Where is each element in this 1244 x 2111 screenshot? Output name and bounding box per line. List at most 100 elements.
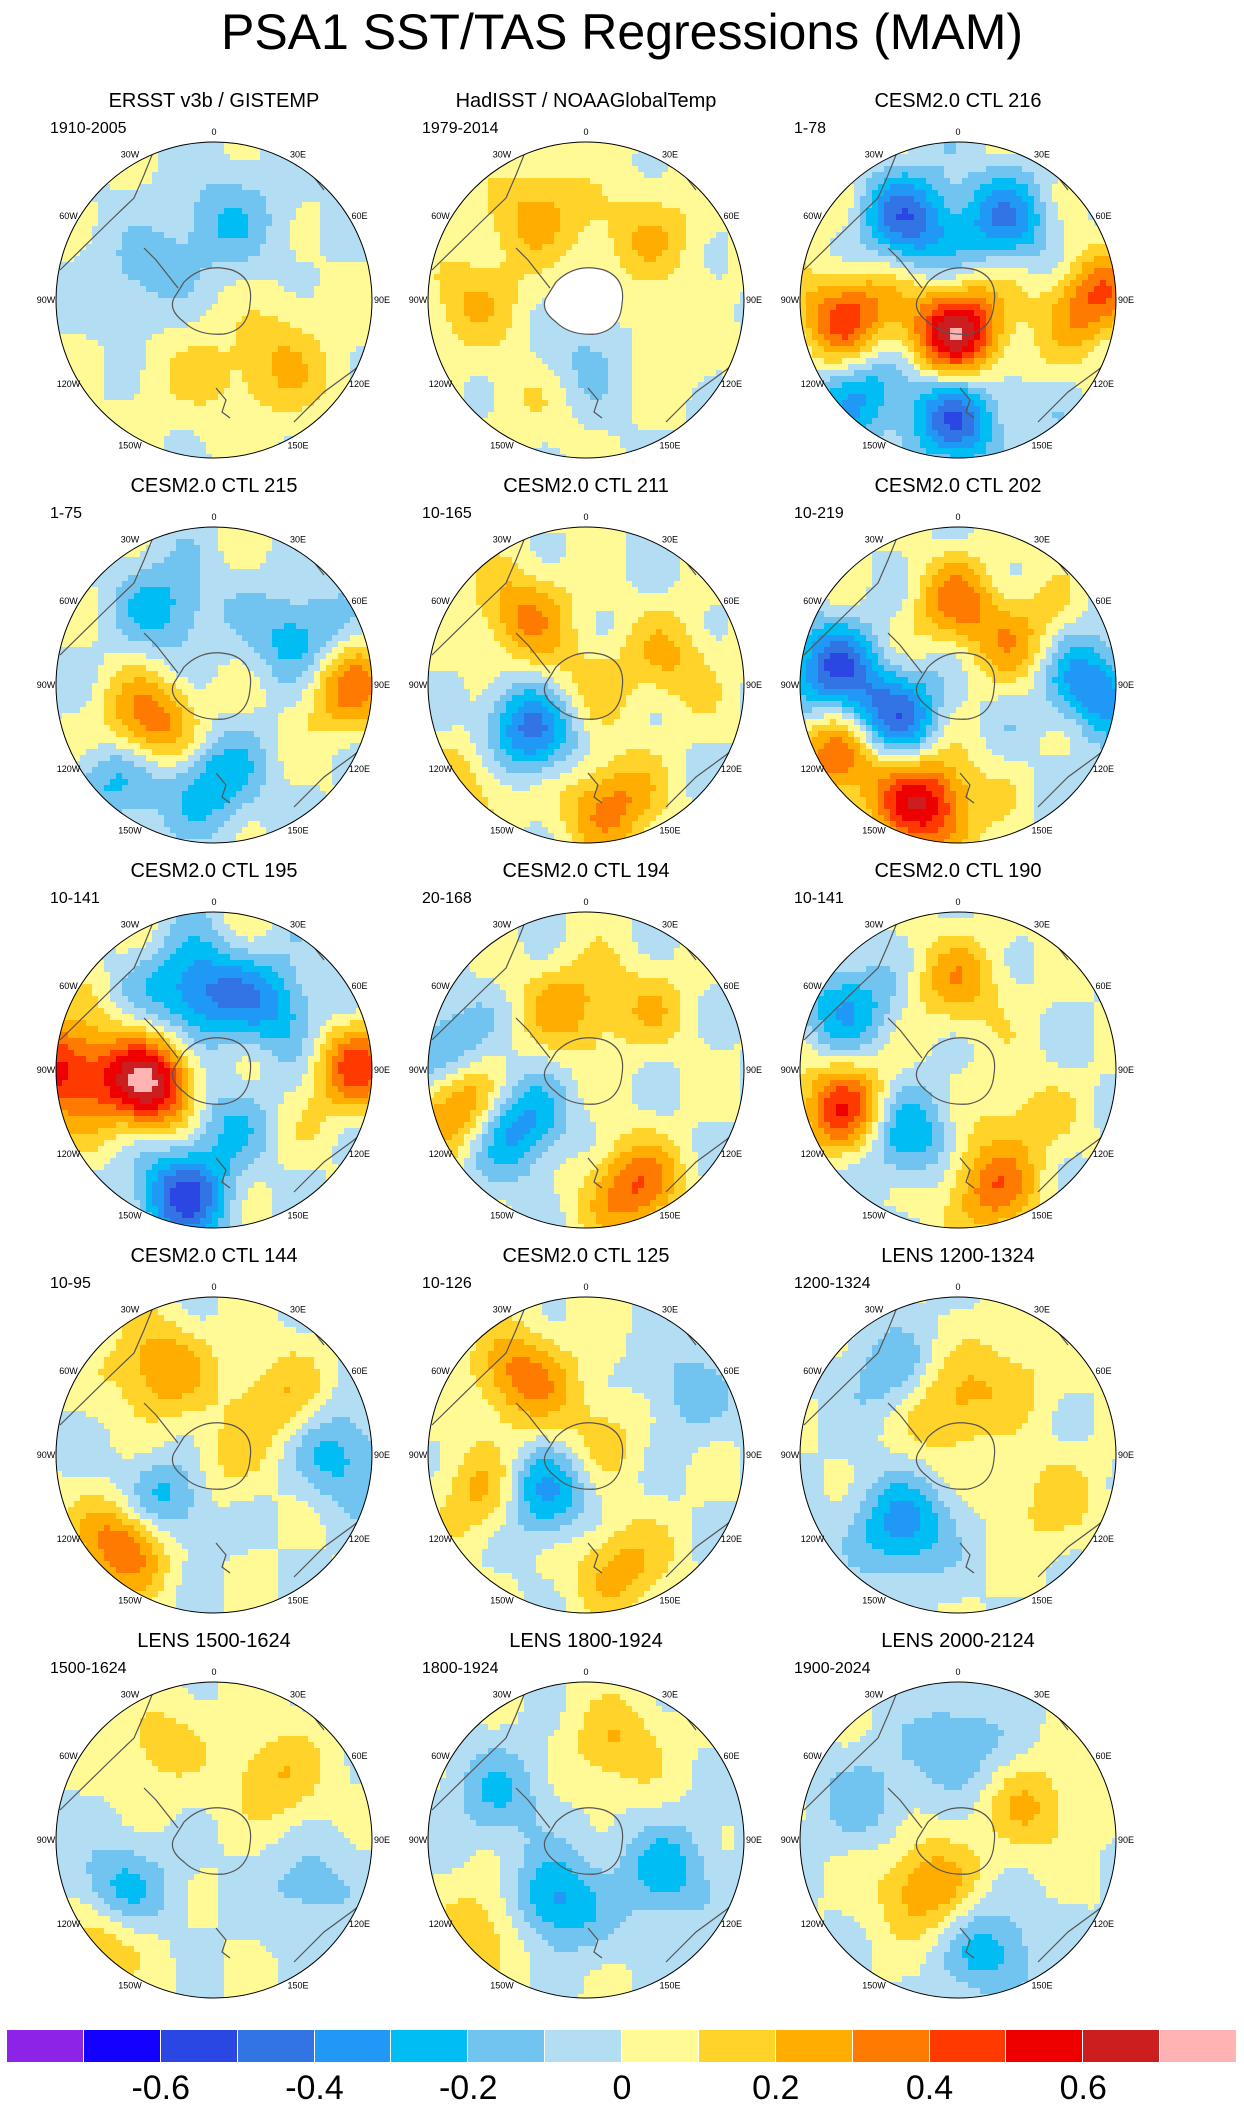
field-cell <box>548 262 555 269</box>
field-cell <box>74 274 81 281</box>
field-cell <box>650 412 657 419</box>
field-cell <box>284 268 291 275</box>
field-cell <box>254 448 261 455</box>
field-cell <box>530 196 537 203</box>
field-cell <box>638 208 645 215</box>
field-cell <box>512 202 519 209</box>
field-cell <box>68 244 75 251</box>
field-cell <box>242 178 249 185</box>
field-cell <box>62 322 69 329</box>
field-cell <box>692 412 699 419</box>
field-cell <box>272 376 279 383</box>
field-cell <box>602 394 609 401</box>
field-cell <box>260 280 267 287</box>
field-cell <box>686 346 693 353</box>
field-cell <box>356 244 363 251</box>
field-cell <box>716 298 723 305</box>
field-cell <box>182 382 189 389</box>
field-cell <box>632 424 639 431</box>
field-cell <box>608 454 615 458</box>
field-cell <box>212 172 219 179</box>
field-cell <box>464 304 471 311</box>
field-cell <box>944 154 951 161</box>
field-cell <box>164 346 171 353</box>
field-cell <box>656 166 663 173</box>
field-cell <box>230 154 237 161</box>
field-cell <box>284 178 291 185</box>
field-cell <box>632 352 639 359</box>
field-cell <box>158 268 165 275</box>
field-cell <box>212 232 219 239</box>
field-cell <box>626 388 633 395</box>
field-cell <box>968 190 975 197</box>
field-cell <box>944 208 951 215</box>
field-cell <box>320 244 327 251</box>
field-cell <box>608 196 615 203</box>
field-cell <box>146 196 153 203</box>
field-cell <box>638 280 645 287</box>
field-cell <box>248 448 255 455</box>
field-cell <box>734 274 741 281</box>
field-cell <box>710 334 717 341</box>
field-cell <box>596 244 603 251</box>
field-cell <box>476 358 483 365</box>
field-cell <box>284 322 291 329</box>
field-cell <box>1064 184 1071 191</box>
field-cell <box>104 280 111 287</box>
field-cell <box>146 436 153 443</box>
field-cell <box>128 394 135 401</box>
field-cell <box>248 436 255 443</box>
field-cell <box>710 238 717 245</box>
field-cell <box>260 166 267 173</box>
field-cell <box>512 406 519 413</box>
field-cell <box>452 328 459 335</box>
field-cell <box>206 328 213 335</box>
field-cell <box>56 304 63 311</box>
field-cell <box>182 274 189 281</box>
field-cell <box>164 442 171 449</box>
field-cell <box>86 220 93 227</box>
field-cell <box>986 184 993 191</box>
field-cell <box>332 316 339 323</box>
field-cell <box>710 298 717 305</box>
field-cell <box>716 274 723 281</box>
field-cell <box>236 226 243 233</box>
field-cell <box>182 142 189 149</box>
field-cell <box>254 334 261 341</box>
field-cell <box>650 166 657 173</box>
field-cell <box>116 388 123 395</box>
field-cell <box>212 256 219 263</box>
field-cell <box>572 430 579 437</box>
field-cell <box>194 334 201 341</box>
field-cell <box>674 298 681 305</box>
field-cell <box>584 154 591 161</box>
field-cell <box>560 364 567 371</box>
field-cell <box>122 292 129 299</box>
field-cell <box>554 262 561 269</box>
field-cell <box>452 340 459 347</box>
field-cell <box>464 250 471 257</box>
field-cell <box>548 442 555 449</box>
field-cell <box>92 214 99 221</box>
field-cell <box>260 412 267 419</box>
field-cell <box>494 376 501 383</box>
field-cell <box>878 208 885 215</box>
field-cell <box>116 274 123 281</box>
field-cell <box>296 316 303 323</box>
field-cell <box>536 430 543 437</box>
field-cell <box>320 262 327 269</box>
field-cell <box>488 412 495 419</box>
field-cell <box>452 334 459 341</box>
field-cell <box>572 232 579 239</box>
field-cell <box>158 382 165 389</box>
field-cell <box>506 298 513 305</box>
field-cell <box>878 190 885 197</box>
field-cell <box>530 334 537 341</box>
field-cell <box>308 244 315 251</box>
field-cell <box>668 286 675 293</box>
field-cell <box>542 406 549 413</box>
field-cell <box>308 196 315 203</box>
field-cell <box>524 244 531 251</box>
field-cell <box>452 310 459 317</box>
field-cell <box>566 232 573 239</box>
